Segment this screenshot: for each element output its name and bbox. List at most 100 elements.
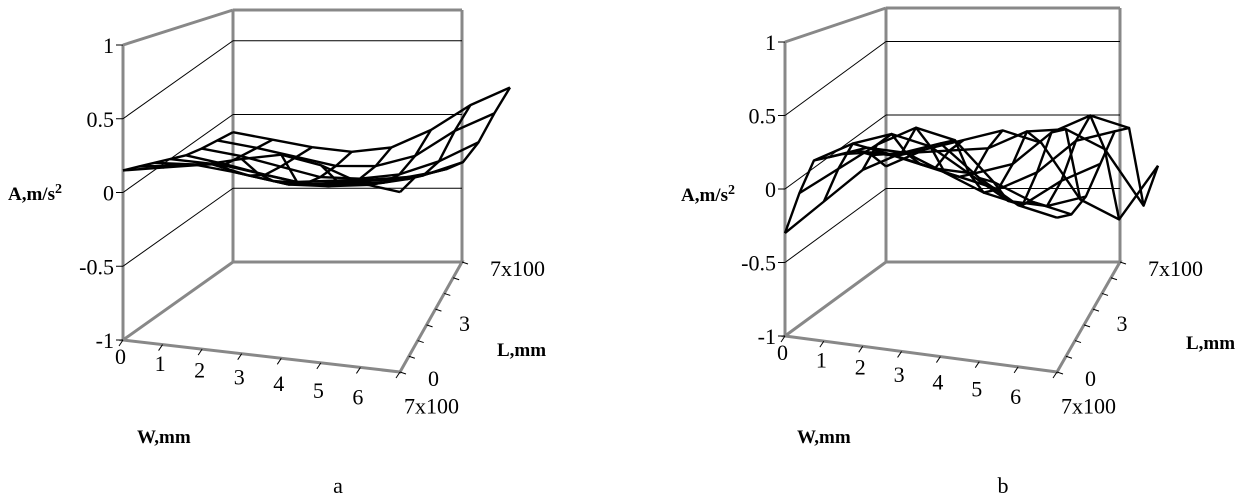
x-tick-label: 7x100	[404, 393, 459, 418]
x-tick-label: 0	[777, 340, 788, 365]
surface-line-l	[1017, 114, 1121, 220]
z-axis-label: A,m/s2	[681, 183, 735, 206]
surface-line-w	[201, 141, 480, 180]
x-tick-mark	[118, 339, 124, 347]
y-tick-mark	[461, 261, 469, 265]
y-tick-label: 0	[1085, 366, 1096, 391]
panel-caption: a	[333, 473, 343, 498]
x-axis-label: W,mm	[797, 427, 851, 448]
surface-line-w	[217, 112, 495, 168]
z-tick-label: 0	[103, 181, 114, 206]
surface-wireframe	[122, 86, 512, 194]
x-tick-label: 6	[1010, 384, 1021, 409]
y-tick-mark	[417, 340, 424, 344]
surface-line-w	[856, 114, 1130, 175]
z-tick-label: -1	[758, 324, 776, 349]
x-tick-mark	[1052, 371, 1058, 379]
panel-caption: b	[998, 473, 1009, 498]
z-gridline-left	[784, 188, 887, 263]
x-tick-mark	[819, 340, 825, 348]
x-axis-label: W,mm	[137, 427, 191, 448]
x-tick-mark	[974, 361, 980, 368]
top-left-edge	[784, 6, 887, 44]
surface-line-w	[232, 86, 511, 154]
z-tick-label: 0.5	[87, 107, 115, 132]
z-gridline-left	[122, 40, 234, 120]
y-tick-label: 7x100	[1148, 256, 1203, 281]
surface-line-l	[320, 129, 432, 187]
z-tick-label: 1	[765, 30, 776, 55]
x-tick-label: 3	[894, 362, 905, 387]
x-tick-label: 5	[313, 378, 324, 403]
x-tick-label: 5	[971, 377, 982, 402]
z-tick-label: -1	[96, 328, 114, 353]
surface-line-l	[1056, 126, 1160, 219]
y-tick-label: 3	[459, 311, 470, 336]
x-tick-label: 1	[816, 347, 827, 372]
y-tick-mark	[1110, 277, 1118, 281]
surface-chart-b: 10.50-0.5-10 1 2 3 4 5 6 7x100037x100A,m/s2W,mm…	[681, 6, 1235, 498]
y-tick-label: 7x100	[490, 256, 545, 281]
y-tick-label: 0	[428, 366, 439, 391]
x-tick-label: 1	[155, 351, 166, 376]
x-tick-mark	[858, 346, 864, 353]
x-tick-mark	[936, 356, 941, 363]
z-gridline-left	[784, 41, 887, 116]
x-tick-label: 6	[352, 385, 363, 410]
x-tick-label: 4	[273, 371, 284, 396]
surface-line-l	[900, 126, 1004, 179]
x-tick-label: 3	[234, 364, 245, 389]
z-axis-label-superscript: 2	[55, 182, 62, 197]
x-tick-mark	[780, 335, 786, 343]
x-tick-mark	[158, 344, 163, 351]
y-tick-mark	[1083, 324, 1091, 328]
y-tick-mark	[435, 308, 442, 312]
x-tick-mark	[897, 351, 902, 358]
floor-plane	[781, 260, 1123, 374]
y-tick-mark	[408, 355, 416, 359]
z-tick-label: 0.5	[749, 104, 777, 129]
z-tick-label: -0.5	[79, 254, 114, 279]
z-axis-label: A,m/s2	[8, 182, 62, 205]
x-tick-label: 2	[855, 355, 866, 380]
surface-line-l	[399, 86, 512, 193]
surface-line-l	[783, 149, 887, 234]
y-tick-mark	[1065, 355, 1073, 359]
x-tick-label: 7x100	[1061, 393, 1116, 418]
y-axis-label: L,mm	[497, 340, 546, 361]
y-tick-mark	[399, 371, 407, 375]
surface-line-l	[940, 130, 1043, 194]
surface-line-l	[122, 131, 234, 172]
z-gridline-left	[122, 187, 234, 267]
surface-wireframe	[783, 114, 1160, 235]
x-tick-mark	[1013, 366, 1019, 374]
x-tick-label: 4	[932, 369, 943, 394]
y-tick-mark	[1056, 371, 1064, 375]
y-tick-mark	[1101, 292, 1109, 296]
z-gridline-left	[122, 114, 234, 193]
x-tick-label: 0	[115, 344, 126, 369]
y-tick-mark	[452, 277, 460, 281]
y-tick-label: 3	[1117, 311, 1128, 336]
surface-line-l	[978, 127, 1082, 207]
y-tick-mark	[444, 292, 451, 296]
floor-plane	[118, 260, 465, 374]
surface-line-l	[280, 146, 393, 188]
y-tick-mark	[1092, 308, 1100, 312]
x-tick-mark	[356, 367, 361, 374]
y-tick-mark	[1074, 340, 1082, 344]
y-tick-mark	[426, 324, 433, 328]
surface-line-l	[240, 150, 353, 186]
z-axis-label-superscript: 2	[728, 183, 735, 198]
x-tick-mark	[395, 371, 401, 379]
top-left-edge	[122, 8, 234, 47]
surface-chart-a: 10.50-0.5-10 1 2 3 4 5 6 7x100037x100A,m/s2W,mm…	[8, 8, 546, 498]
x-tick-label: 2	[194, 358, 205, 383]
z-tick-label: 0	[765, 177, 776, 202]
surface-line-l	[861, 132, 965, 171]
y-axis-label: L,mm	[1186, 333, 1235, 354]
z-tick-label: 1	[103, 33, 114, 58]
surface-line-l	[202, 146, 313, 177]
z-tick-label: -0.5	[741, 251, 776, 276]
